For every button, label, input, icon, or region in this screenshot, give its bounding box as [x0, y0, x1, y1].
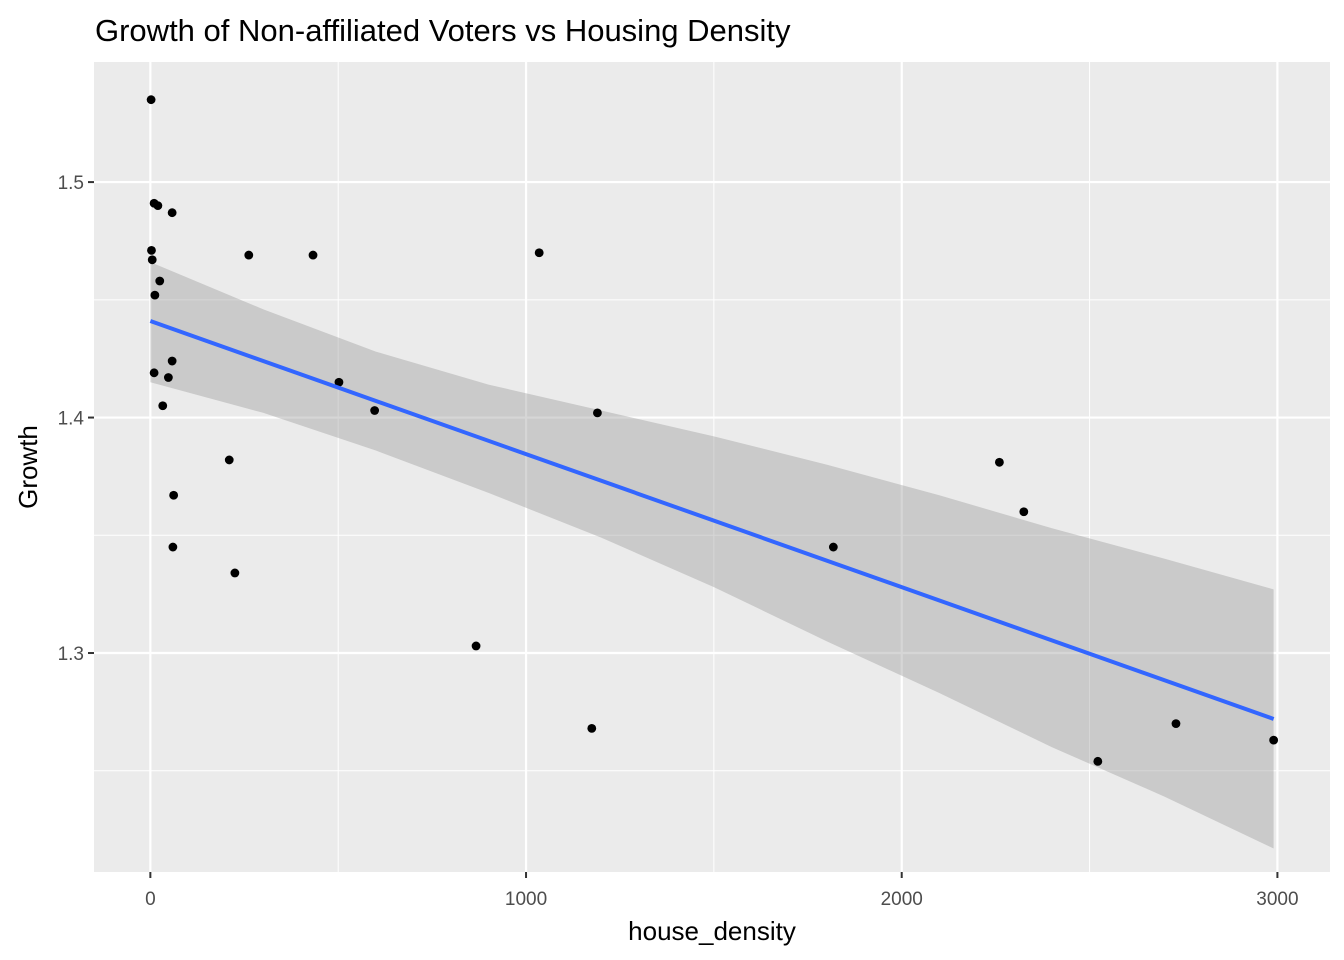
- data-point: [153, 201, 163, 211]
- plot-panel: [94, 62, 1330, 872]
- data-point: [167, 208, 177, 218]
- data-point: [1269, 735, 1279, 745]
- data-point: [168, 542, 178, 552]
- data-point: [587, 723, 597, 733]
- data-point: [224, 455, 234, 465]
- data-point: [147, 255, 157, 265]
- data-point: [158, 401, 168, 411]
- data-point: [1019, 507, 1029, 517]
- data-point: [147, 245, 156, 255]
- x-axis: 0 1000 2000 3000: [145, 872, 1299, 910]
- data-point: [994, 457, 1004, 467]
- data-points: [146, 95, 1279, 766]
- data-point: [828, 542, 838, 552]
- data-point: [163, 373, 173, 382]
- data-point: [149, 368, 159, 378]
- regression-line: [149, 319, 1275, 721]
- data-point: [244, 250, 254, 260]
- data-point: [1093, 756, 1103, 766]
- x-tick-label: 1000: [505, 889, 547, 910]
- x-axis-title: house_density: [628, 916, 796, 946]
- y-axis: 1.3 1.4 1.5: [58, 173, 94, 665]
- data-point: [169, 490, 179, 500]
- minor-gridlines: [94, 62, 1330, 872]
- data-point: [230, 568, 240, 578]
- data-point: [534, 248, 544, 258]
- data-point: [593, 408, 602, 418]
- data-point: [334, 377, 344, 387]
- data-point: [471, 641, 481, 651]
- data-point: [167, 356, 177, 366]
- x-tick-label: 3000: [1256, 889, 1298, 910]
- y-tick-label: 1.4: [58, 409, 85, 430]
- x-tick-label: 2000: [881, 889, 923, 910]
- data-point: [308, 250, 318, 260]
- major-gridlines: [94, 62, 1330, 872]
- data-point: [150, 290, 160, 300]
- data-point: [155, 276, 165, 286]
- data-point: [146, 95, 156, 105]
- y-axis-title: Growth: [13, 425, 43, 509]
- data-point: [370, 406, 380, 415]
- chart-title: Growth of Non-affiliated Voters vs Housi…: [95, 13, 791, 48]
- confidence-band: [150, 262, 1274, 849]
- data-point: [1171, 719, 1181, 729]
- y-tick-label: 1.3: [58, 644, 84, 665]
- x-tick-label: 0: [145, 889, 156, 910]
- y-tick-label: 1.5: [58, 173, 84, 194]
